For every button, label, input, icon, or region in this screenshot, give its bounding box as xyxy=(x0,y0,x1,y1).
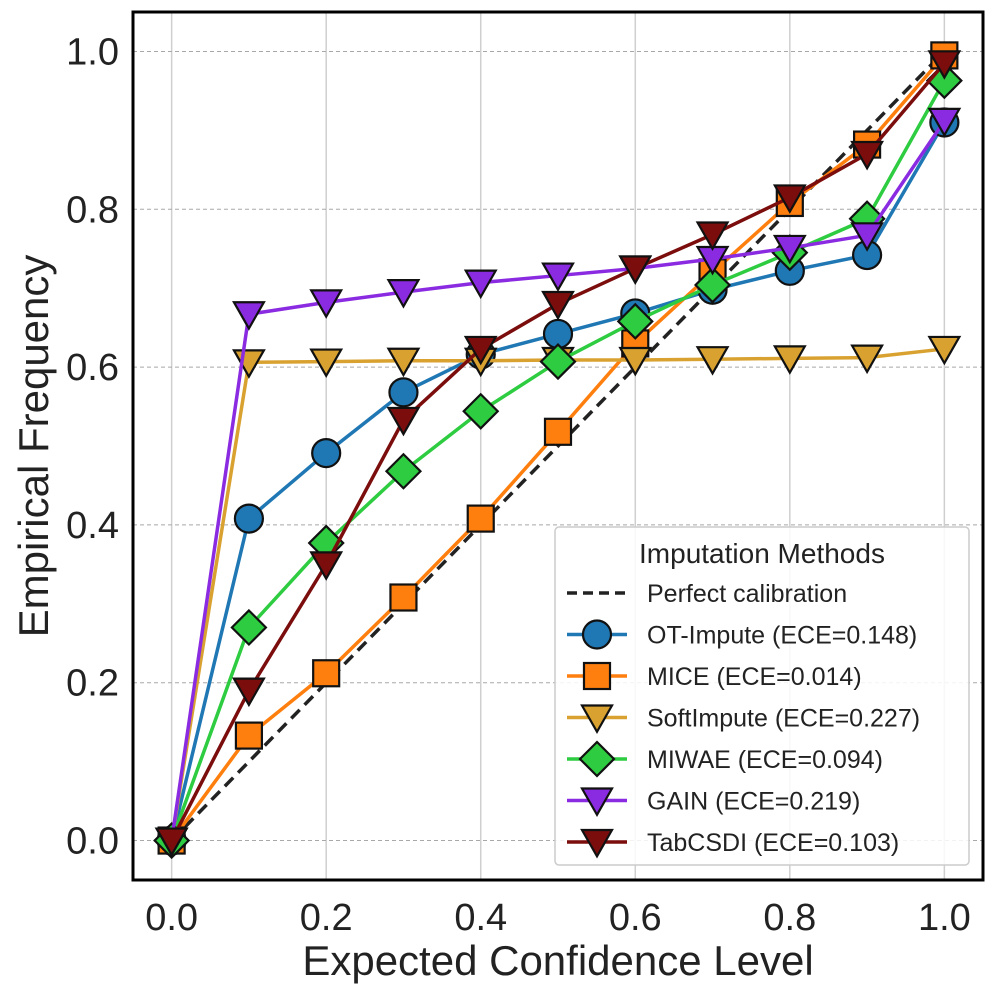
data-point-tabcsdi xyxy=(541,290,575,321)
legend: Imputation Methods Perfect calibration OT… xyxy=(554,526,970,866)
data-point-softimpute xyxy=(386,347,421,378)
data-point-softimpute xyxy=(772,345,807,375)
legend-marker-gain xyxy=(580,787,614,817)
data-point-mice xyxy=(312,659,341,688)
data-point-tabcsdi xyxy=(772,184,807,214)
data-point-gain xyxy=(309,289,344,319)
legend-marker-softimpute xyxy=(580,704,614,734)
data-point-gain xyxy=(232,301,266,331)
data-point-mice xyxy=(466,504,495,533)
data-point-miwae xyxy=(384,452,423,490)
legend-title: Imputation Methods xyxy=(639,538,885,569)
data-point-mice xyxy=(234,721,264,750)
legend-box xyxy=(554,526,970,866)
data-point-tabcsdi xyxy=(850,140,884,171)
legend-label-mice: MICE (ECE=0.014) xyxy=(647,663,862,691)
y-tick-label: 0.8 xyxy=(66,189,119,231)
legend-label-softimpute: SoftImpute (ECE=0.227) xyxy=(647,705,920,733)
legend-label-tabcsdi: TabCSDI (ECE=0.103) xyxy=(647,829,899,857)
data-point-gain xyxy=(463,269,498,300)
data-point-gain xyxy=(850,222,884,252)
tick-labels: 0.0 0.2 0.4 0.6 0.8 1.0 0.0 0.2 0.4 0.6 0.8 1.0 xyxy=(66,31,971,939)
legend-marker-mice xyxy=(582,661,612,691)
data-point-tabcsdi xyxy=(154,827,189,858)
data-point-gain xyxy=(772,234,807,265)
data-point-ot-impute xyxy=(233,503,265,534)
data-point-softimpute xyxy=(695,346,730,376)
data-point-gain xyxy=(927,107,962,138)
data-point-mice xyxy=(389,583,418,612)
x-axis-title: Expected Confidence Level xyxy=(302,937,813,984)
data-point-miwae xyxy=(693,266,732,304)
data-point-miwae xyxy=(616,302,654,340)
data-point-gain xyxy=(386,279,421,309)
data-point-miwae xyxy=(539,343,577,381)
data-point-miwae xyxy=(230,608,268,647)
data-point-tabcsdi xyxy=(463,335,498,366)
data-point-miwae xyxy=(462,392,500,430)
data-point-tabcsdi xyxy=(232,677,266,708)
x-tick-label: 0.2 xyxy=(300,897,353,939)
data-point-mice xyxy=(543,417,573,446)
y-tick-label: 0.2 xyxy=(66,663,119,705)
legend-label-gain: GAIN (ECE=0.219) xyxy=(647,788,860,816)
data-point-tabcsdi xyxy=(695,221,730,251)
legend-marker-miwae xyxy=(578,740,616,778)
legend-label-miwae: MIWAE (ECE=0.094) xyxy=(647,746,883,774)
data-point-tabcsdi xyxy=(927,50,962,80)
legend-label-perfect: Perfect calibration xyxy=(647,580,847,608)
y-axis-title: Empirical Frequency xyxy=(10,255,57,638)
legend-marker-ot-impute xyxy=(581,619,613,650)
data-point-ot-impute xyxy=(388,377,419,408)
legend-marker-tabcsdi xyxy=(580,828,614,859)
x-tick-label: 0.6 xyxy=(609,897,662,939)
data-point-tabcsdi xyxy=(618,255,653,285)
y-tick-label: 0.6 xyxy=(66,347,119,389)
plot-frame xyxy=(131,10,985,882)
series-layer xyxy=(153,41,963,860)
series-tabcsdi xyxy=(154,50,962,858)
y-tick-label: 0.4 xyxy=(66,505,119,547)
x-tick-label: 0.4 xyxy=(454,897,507,939)
y-tick-label: 0.0 xyxy=(66,821,119,863)
data-point-softimpute xyxy=(618,346,653,377)
data-point-ot-impute xyxy=(311,438,342,469)
x-tick-label: 0.0 xyxy=(145,897,198,939)
legend-label-ot-impute: OT-Impute (ECE=0.148) xyxy=(647,622,917,650)
data-point-softimpute xyxy=(309,348,344,379)
data-point-softimpute xyxy=(850,344,884,375)
legend-items: Perfect calibration OT-Impute (ECE=0.148)… xyxy=(567,580,920,859)
data-point-gain xyxy=(541,262,575,293)
grid xyxy=(133,12,983,880)
data-point-softimpute xyxy=(927,335,962,366)
data-point-tabcsdi xyxy=(309,551,344,581)
x-tick-label: 0.8 xyxy=(763,897,816,939)
data-point-tabcsdi xyxy=(386,406,421,437)
y-tick-label: 1.0 xyxy=(66,31,119,73)
x-tick-label: 1.0 xyxy=(918,897,971,939)
